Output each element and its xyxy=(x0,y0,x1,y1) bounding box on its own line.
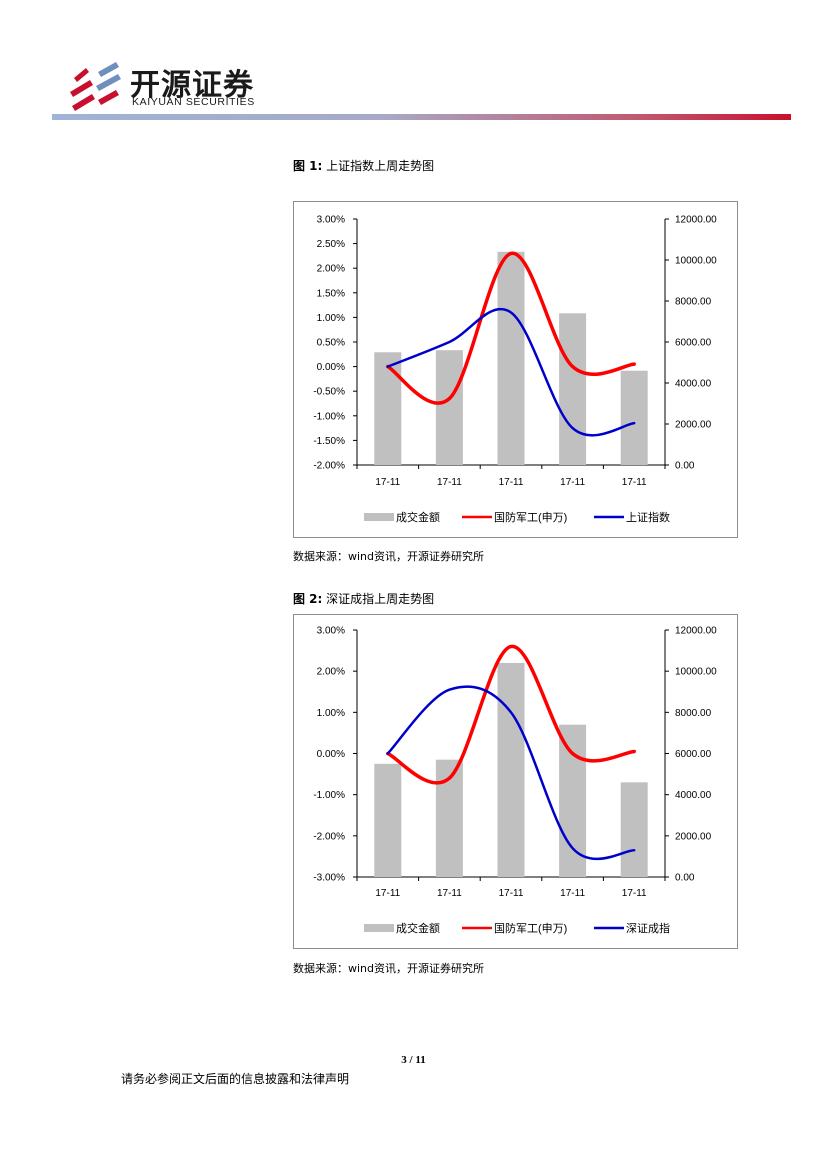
legend-label: 国防军工(申万) xyxy=(494,510,567,524)
left-tick-label: -1.50% xyxy=(313,436,345,447)
brand-name-cn: 开源证券 xyxy=(130,68,254,103)
figure-1-title: 图 1: 上证指数上周走势图 xyxy=(293,157,434,174)
x-tick-label: 17-11 xyxy=(560,477,585,488)
figure-1-source: 数据来源：wind资讯，开源证券研究所 xyxy=(293,550,485,563)
legend-label: 成交金额 xyxy=(396,510,440,524)
right-tick-label: 6000.00 xyxy=(675,749,712,760)
x-tick-label: 17-11 xyxy=(622,477,647,488)
right-tick-label: 2000.00 xyxy=(675,831,712,842)
right-tick-label: 2000.00 xyxy=(675,420,712,431)
x-tick-label: 17-11 xyxy=(499,477,524,488)
bar-3 xyxy=(497,251,525,465)
legend-label: 成交金额 xyxy=(396,921,440,935)
legend-swatch xyxy=(364,513,394,521)
left-tick-label: 2.00% xyxy=(317,667,345,678)
disclaimer: 请务必参阅正文后面的信息披露和法律声明 xyxy=(121,1072,350,1086)
x-tick-label: 17-11 xyxy=(560,888,585,899)
figure-2-label: 图 2: xyxy=(293,592,323,606)
right-tick-label: 8000.00 xyxy=(675,297,712,308)
right-tick-label: 12000.00 xyxy=(675,215,717,226)
legend-label: 上证指数 xyxy=(626,510,670,524)
right-tick-label: 4000.00 xyxy=(675,379,712,390)
left-tick-label: -1.00% xyxy=(313,790,345,801)
left-tick-label: -2.00% xyxy=(313,461,345,472)
left-tick-label: -0.50% xyxy=(313,387,345,398)
right-tick-label: 0.00 xyxy=(675,873,695,884)
company-logo: 开源证券 KAIYUAN SECURITIES xyxy=(68,58,268,112)
right-tick-label: 0.00 xyxy=(675,461,695,472)
bar-2 xyxy=(435,350,463,465)
figure-2-title: 图 2: 深证成指上周走势图 xyxy=(293,590,434,607)
right-tick-label: 8000.00 xyxy=(675,708,712,719)
legend-label: 国防军工(申万) xyxy=(494,921,567,935)
chart-2-frame: 3.00% 2.00% 1.00% 0.00% -1.00% -2.00% -3.00% 12… xyxy=(293,614,738,949)
right-tick-label: 6000.00 xyxy=(675,338,712,349)
left-tick-label: 2.50% xyxy=(317,239,345,250)
right-tick-label: 12000.00 xyxy=(675,626,717,637)
x-tick-label: 17-11 xyxy=(437,477,462,488)
series-line-1 xyxy=(386,251,636,405)
series-line-2 xyxy=(386,307,636,437)
bar-4 xyxy=(559,313,587,465)
left-tick-label: 0.50% xyxy=(317,338,345,349)
header-rule xyxy=(52,114,791,120)
left-tick-label: 1.00% xyxy=(317,313,345,324)
left-tick-label: -3.00% xyxy=(313,873,345,884)
page-number: 3 / 11 xyxy=(401,1054,426,1066)
logo-mark-icon xyxy=(70,62,121,111)
left-tick-label: -2.00% xyxy=(313,831,345,842)
figure-1-label: 图 1: xyxy=(293,159,323,173)
right-tick-label: 4000.00 xyxy=(675,790,712,801)
bar-1 xyxy=(374,352,402,465)
bar-4 xyxy=(559,724,587,877)
right-tick-label: 10000.00 xyxy=(675,667,717,678)
left-tick-label: 1.00% xyxy=(317,708,345,719)
x-tick-label: 17-11 xyxy=(437,888,462,899)
legend-swatch xyxy=(364,924,394,932)
bar-3 xyxy=(497,662,525,877)
left-tick-label: -1.00% xyxy=(313,411,345,422)
chart-1-frame: 3.00% 2.50% 2.00% 1.50% 1.00% 0.50% 0.00% -0.50… xyxy=(293,201,738,538)
right-tick-label: 10000.00 xyxy=(675,256,717,267)
bar-5 xyxy=(620,782,648,877)
x-tick-label: 17-11 xyxy=(499,888,524,899)
x-tick-label: 17-11 xyxy=(375,477,400,488)
figure-2-source: 数据来源：wind资讯，开源证券研究所 xyxy=(293,962,485,975)
series-line-2 xyxy=(386,685,636,861)
bar-5 xyxy=(620,370,648,465)
brand-name-en: KAIYUAN SECURITIES xyxy=(132,96,255,108)
left-tick-label: 0.00% xyxy=(317,749,345,760)
left-tick-label: 0.00% xyxy=(317,362,345,373)
figure-2-title-text: 深证成指上周走势图 xyxy=(326,592,435,606)
figure-1-title-text: 上证指数上周走势图 xyxy=(326,159,435,173)
x-tick-label: 17-11 xyxy=(375,888,400,899)
legend-label: 深证成指 xyxy=(626,921,670,935)
left-tick-label: 3.00% xyxy=(317,215,345,226)
bar-1 xyxy=(374,763,402,877)
chart-2: 3.00% 2.00% 1.00% 0.00% -1.00% -2.00% -3.00% 12… xyxy=(313,626,717,936)
x-tick-label: 17-11 xyxy=(622,888,647,899)
chart-1: 3.00% 2.50% 2.00% 1.50% 1.00% 0.50% 0.00% -0.50… xyxy=(313,215,717,525)
series-line-1 xyxy=(386,644,636,785)
left-tick-label: 3.00% xyxy=(317,626,345,637)
left-tick-label: 2.00% xyxy=(317,264,345,275)
left-tick-label: 1.50% xyxy=(317,288,345,299)
